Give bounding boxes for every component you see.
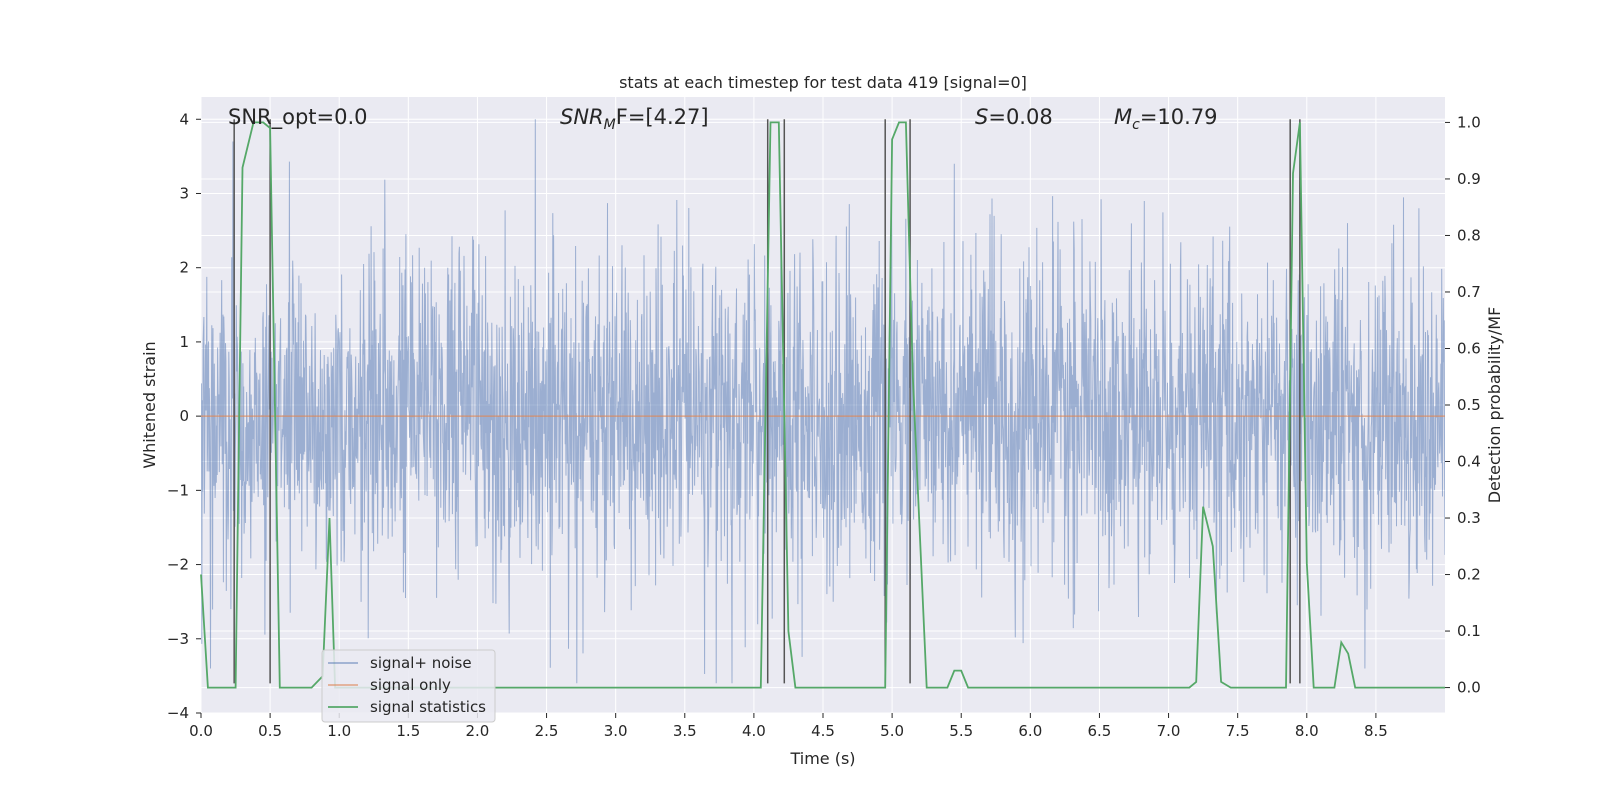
annotation-snr-mf-suffix: F=[4.27] (616, 105, 709, 129)
y-tick-label: −4 (167, 704, 189, 722)
annotation-snr-mf-sub: M (604, 117, 616, 133)
y-axis-label-right: Detection probability/MF (1485, 307, 1504, 504)
y-tick-label: 3 (179, 184, 189, 202)
legend-label-signal: signal only (370, 676, 451, 694)
legend-label-noise: signal+ noise (370, 654, 472, 672)
x-tick-label: 2.0 (466, 722, 490, 740)
noise-series-line (201, 119, 1445, 684)
x-tick-label: 7.0 (1157, 722, 1181, 740)
annotation-s: S=0.08 (975, 105, 1053, 129)
x-tick-label: 2.5 (535, 722, 559, 740)
x-tick-label: 8.5 (1364, 722, 1388, 740)
y-right-tick-label: 0.5 (1457, 396, 1481, 414)
annotation-s-prefix: S (975, 105, 988, 129)
x-tick-label: 4.0 (742, 722, 766, 740)
x-tick-label: 1.5 (396, 722, 420, 740)
y-right-tick-label: 0.0 (1457, 679, 1481, 697)
y-right-tick-label: 0.7 (1457, 283, 1481, 301)
x-tick-label: 6.5 (1088, 722, 1112, 740)
annotation-mc: Mc=10.79 (1114, 105, 1218, 133)
annotation-snr-opt: SNR_opt=0.0 (228, 105, 368, 130)
annotation-mc-suffix: =10.79 (1140, 105, 1218, 129)
x-tick-label: 1.0 (327, 722, 351, 740)
x-tick-label: 4.5 (811, 722, 835, 740)
x-axis-label: Time (s) (789, 749, 855, 768)
x-tick-label: 0.0 (189, 722, 213, 740)
x-tick-label: 3.5 (673, 722, 697, 740)
legend: signal+ noise signal only signal statist… (321, 649, 496, 723)
annotation-snr-mf-prefix: SNR (560, 105, 604, 129)
annotation-snr-mf: SNRMF=[4.27] (560, 105, 709, 133)
y-right-tick-label: 0.8 (1457, 226, 1481, 244)
signal-statistics-line (200, 121, 1445, 689)
y-right-tick-label: 0.4 (1457, 453, 1481, 471)
legend-label-stats: signal statistics (370, 698, 486, 716)
y-right-tick-label: 0.1 (1457, 622, 1481, 640)
x-tick-label: 5.5 (949, 722, 973, 740)
y-right-tick-label: 1.0 (1457, 113, 1481, 131)
annotation-s-suffix: =0.08 (988, 105, 1052, 129)
legend-box (321, 649, 496, 723)
x-tick-label: 8.0 (1295, 722, 1319, 740)
x-tick-label: 0.5 (258, 722, 282, 740)
y-tick-label: −1 (167, 481, 189, 499)
y-tick-label: −2 (167, 556, 189, 574)
y-right-tick-label: 0.9 (1457, 170, 1481, 188)
x-tick-label: 5.0 (880, 722, 904, 740)
y-tick-label: 1 (179, 333, 189, 351)
annotation-mc-sub: c (1132, 117, 1140, 133)
y-tick-label: 2 (179, 259, 189, 277)
y-right-tick-label: 0.3 (1457, 509, 1481, 527)
y-right-tick-label: 0.2 (1457, 566, 1481, 584)
y-right-tick-label: 0.6 (1457, 339, 1481, 357)
chart-title: stats at each timestep for test data 419… (619, 73, 1027, 92)
x-tick-label: 6.0 (1018, 722, 1042, 740)
annotation-mc-prefix: M (1114, 105, 1132, 129)
y-tick-label: 0 (179, 407, 189, 425)
y-axis-label: Whitened strain (140, 341, 159, 468)
y-tick-label: −3 (167, 630, 189, 648)
x-tick-label: 7.5 (1226, 722, 1250, 740)
x-tick-label: 3.0 (604, 722, 628, 740)
y-tick-label: 4 (179, 110, 189, 128)
